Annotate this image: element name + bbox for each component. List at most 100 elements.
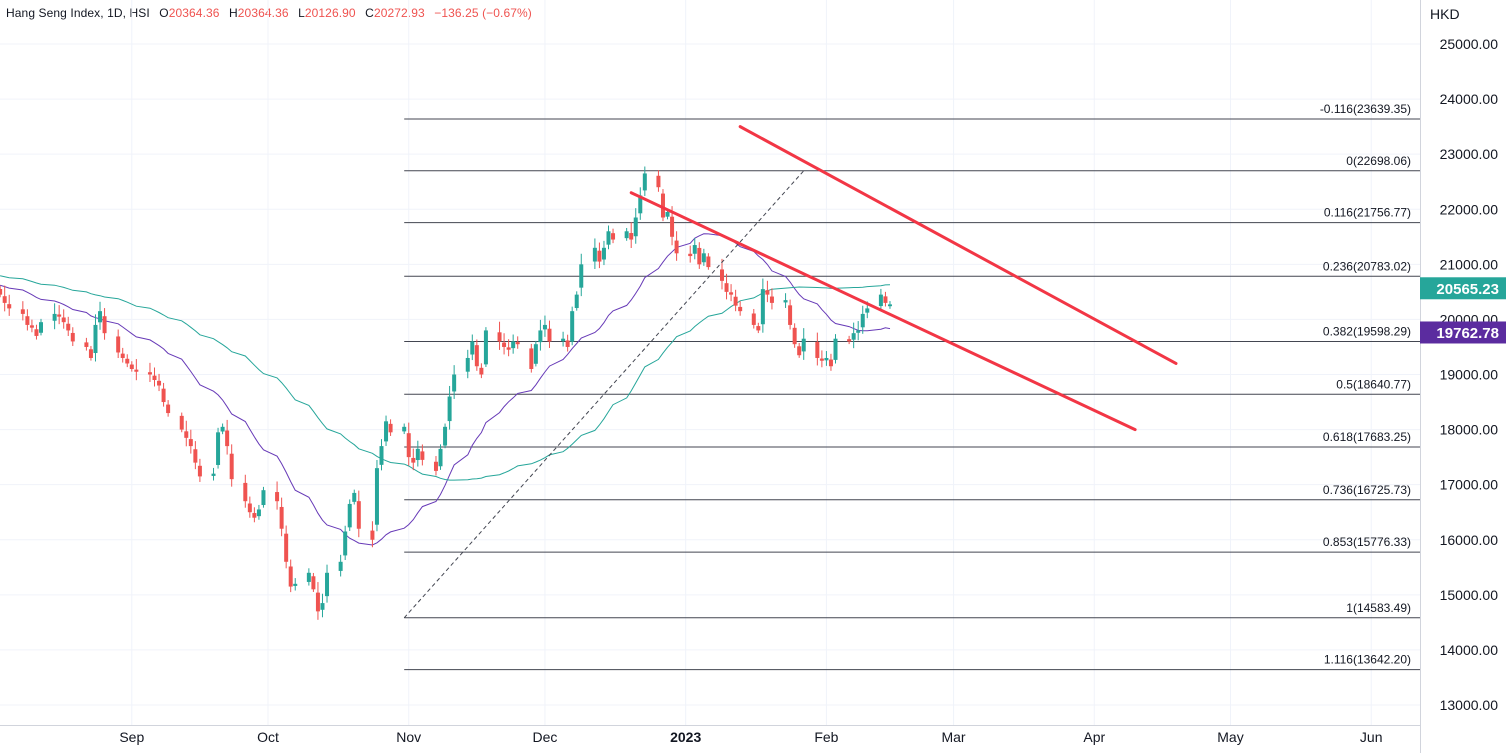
legend-close-label: C (365, 6, 374, 20)
candle-body (225, 430, 230, 447)
candle-body (729, 292, 734, 295)
candle (433, 456, 438, 476)
candle-body (701, 253, 706, 263)
candle-body (792, 327, 797, 345)
candle (70, 327, 75, 347)
candle-body (93, 324, 98, 354)
candle-body (561, 338, 566, 341)
candle (561, 331, 566, 347)
candle (402, 423, 407, 435)
candle-body (161, 388, 166, 403)
candle (633, 208, 638, 244)
candle-body (147, 372, 152, 375)
candle (229, 444, 234, 487)
candle-body (39, 322, 43, 333)
candle (25, 309, 30, 331)
candle-body (502, 342, 507, 347)
candle-body (724, 283, 729, 292)
candle-body (320, 603, 325, 610)
candle (579, 253, 584, 297)
legend-high-label: H (229, 6, 238, 20)
fib-level-label: -0.116(23639.35) (1320, 102, 1411, 116)
candle (338, 554, 343, 577)
candle-body (452, 374, 457, 392)
candle-body (29, 325, 34, 328)
candle-body (216, 432, 221, 465)
candle (443, 423, 448, 449)
candle (211, 467, 216, 481)
y-tick-label: 15000.00 (1440, 587, 1499, 603)
candle (597, 242, 602, 269)
candle-body (256, 509, 261, 517)
candle (515, 336, 520, 349)
legend-close: 20272.93 (373, 6, 425, 20)
fib-level-label: 0.5(18640.77) (1336, 377, 1411, 391)
trendline-layer[interactable] (403, 125, 1178, 619)
candle (856, 321, 861, 341)
y-tick-label: 17000.00 (1440, 477, 1499, 493)
candle-body (102, 316, 107, 334)
candle (7, 294, 12, 316)
candle (815, 332, 820, 366)
candle-body (865, 308, 870, 313)
candle (601, 240, 606, 266)
candle-body (325, 572, 330, 597)
x-tick-label: Nov (396, 729, 421, 745)
candle (483, 327, 488, 368)
candle-body (542, 324, 547, 330)
candle-body (279, 506, 284, 529)
candle (860, 305, 865, 334)
candle-body (193, 449, 198, 463)
x-tick-label: Mar (941, 729, 965, 745)
candle (102, 308, 107, 340)
moving-average-layer (0, 233, 891, 546)
candle-body (0, 289, 3, 295)
candle-body (506, 347, 511, 350)
candle (84, 337, 89, 351)
x-tick-label: 2023 (670, 729, 701, 745)
legend-symbol: Hang Seng Index, 1D, HSI (6, 6, 150, 20)
candle-body (547, 328, 552, 342)
candle (828, 353, 833, 371)
candle-body (688, 253, 693, 257)
candle-body (152, 375, 157, 381)
candle (247, 496, 252, 518)
candle-body (374, 468, 379, 525)
candle (420, 444, 425, 466)
currency-label: HKD (1430, 6, 1460, 22)
candle (887, 301, 892, 309)
channel-line (738, 125, 1178, 365)
candle-body (638, 195, 643, 214)
candle-body (760, 289, 765, 325)
candle (252, 507, 257, 523)
candle (306, 568, 311, 586)
grid-layer (0, 0, 1420, 725)
candle-body (52, 313, 57, 321)
candle-body (751, 313, 756, 325)
candle-body (315, 592, 320, 612)
fib-level-label: 0.116(21756.77) (1324, 206, 1411, 220)
candle (57, 305, 62, 325)
candle-body (642, 173, 647, 191)
candle-body (338, 561, 343, 571)
candle (116, 329, 121, 359)
candle (39, 318, 43, 336)
candle-body (66, 323, 71, 331)
candle (701, 248, 706, 266)
candle-body (629, 233, 634, 240)
fib-retracement-layer[interactable]: -0.116(23639.35) 0(22698.06) 0.116(21756.7… (404, 102, 1420, 671)
y-tick-label: 23000.00 (1440, 146, 1499, 162)
candle (656, 170, 661, 192)
candle (179, 412, 184, 433)
candle-body (529, 348, 534, 369)
candle-body (433, 461, 438, 471)
candle-body (733, 296, 738, 306)
candle (592, 238, 597, 270)
candle (129, 361, 134, 372)
candle (61, 309, 66, 329)
candle (765, 280, 770, 303)
fib-level-label: 1.116(13642.20) (1324, 653, 1411, 667)
candle-body (856, 330, 861, 333)
